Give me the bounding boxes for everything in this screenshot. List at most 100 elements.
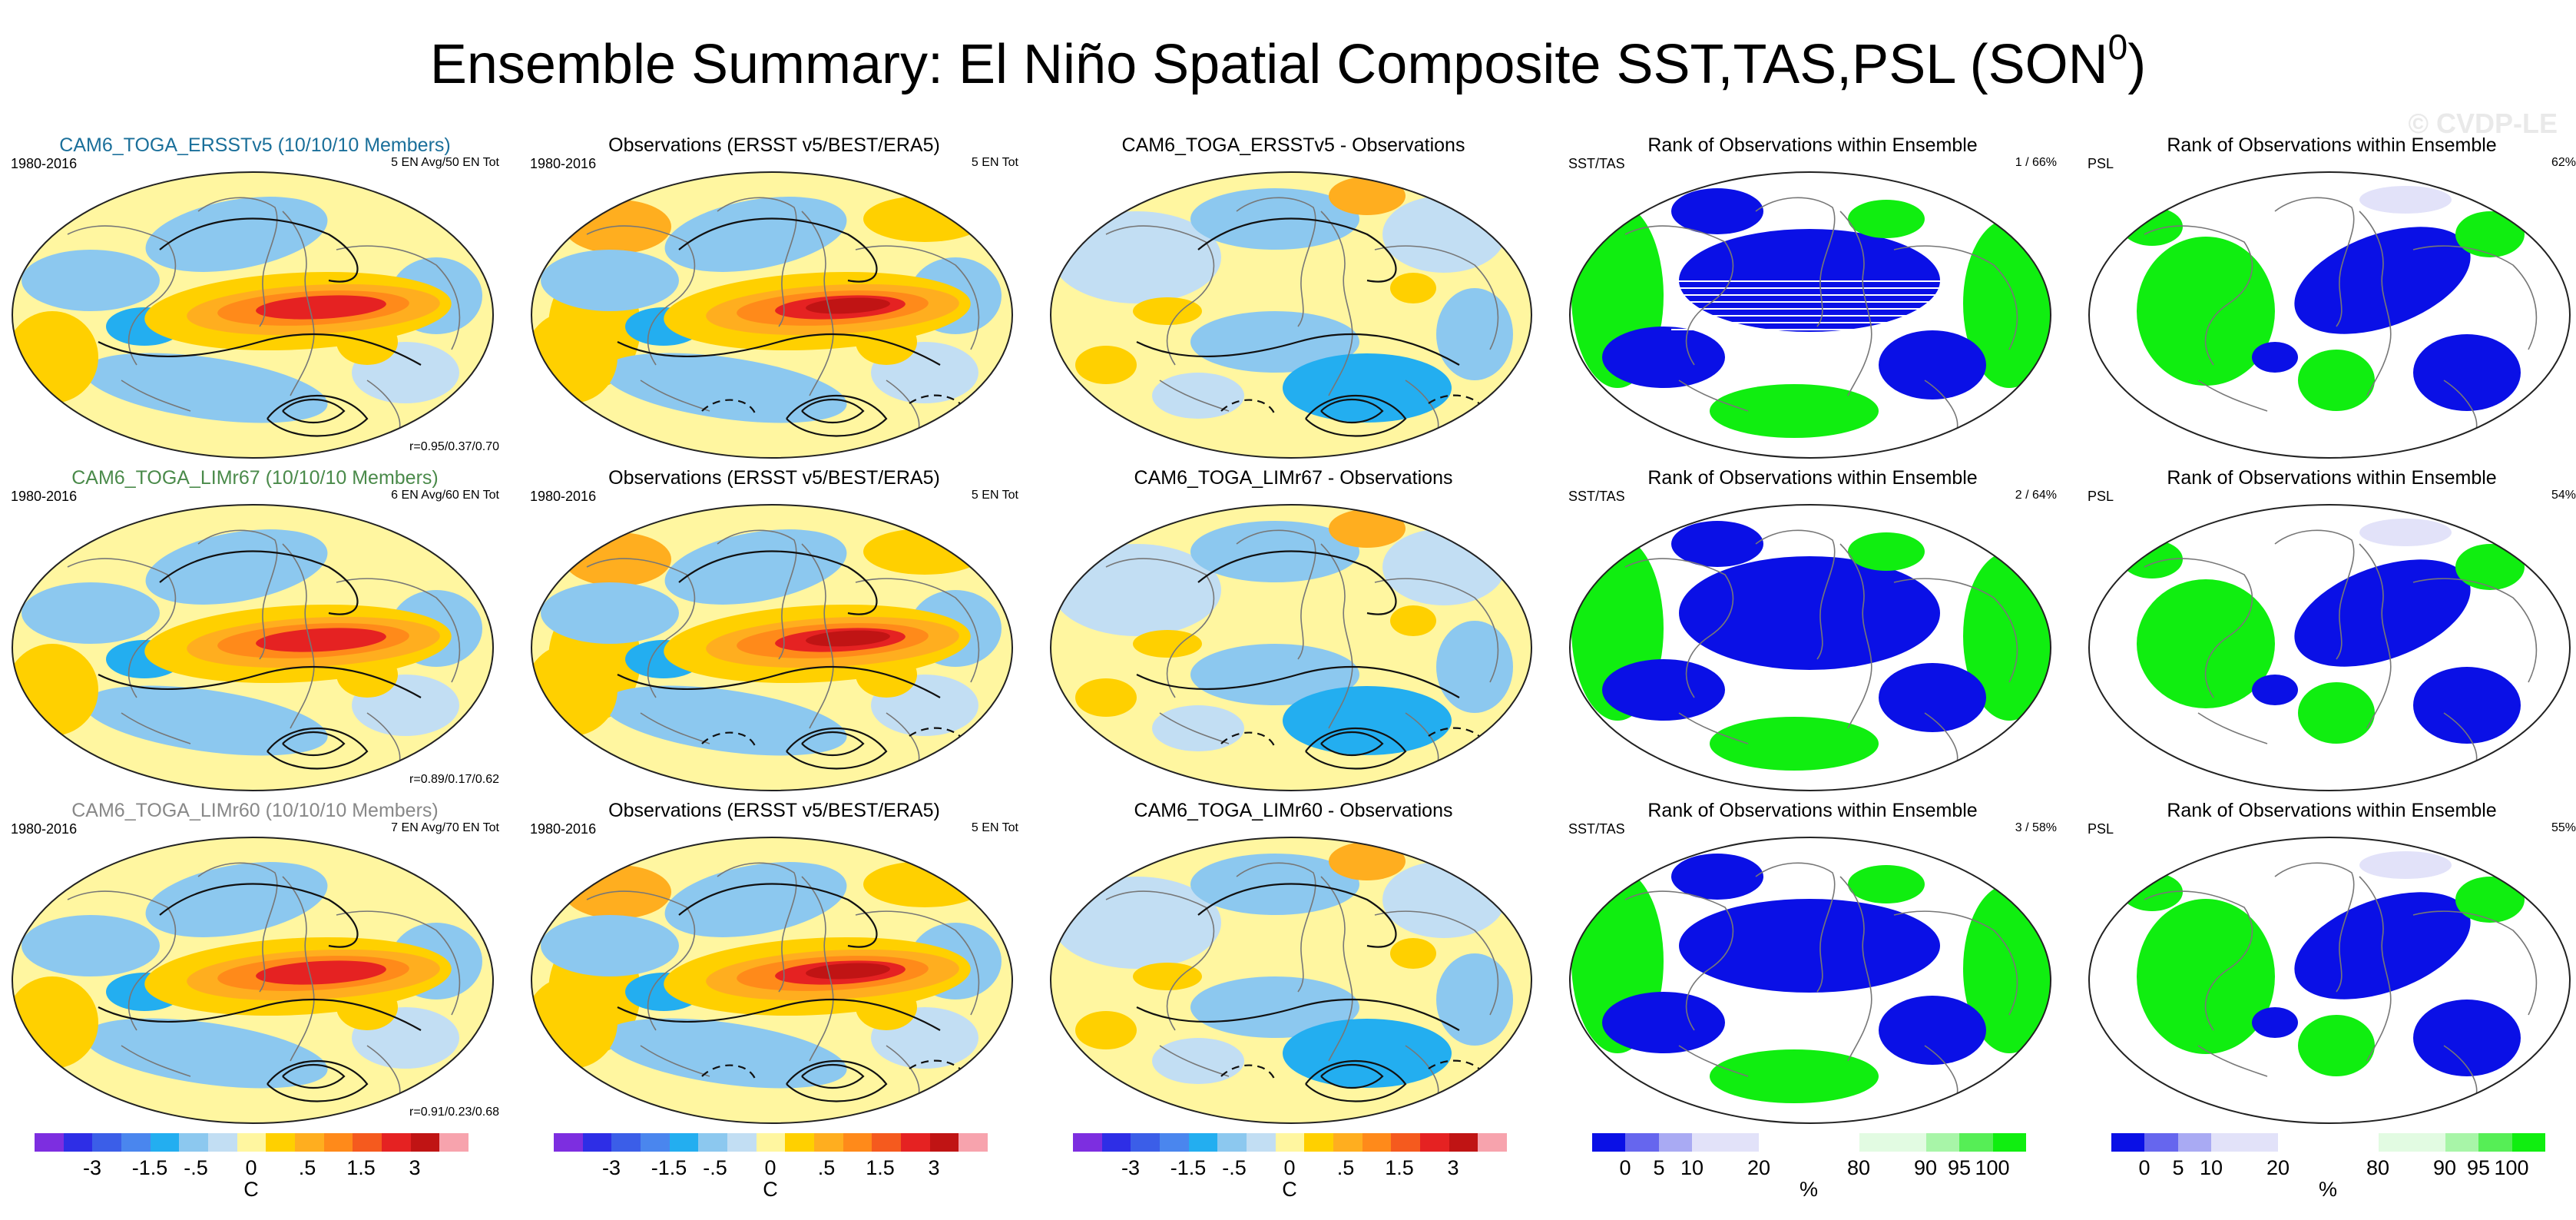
- panel-event-count: 7 EN Avg/70 EN Tot: [391, 821, 499, 834]
- colorbar-swatch: [929, 1133, 959, 1152]
- coastline: [336, 578, 461, 683]
- contour-positive: [98, 665, 422, 698]
- map-diff: [1050, 837, 1532, 1124]
- coastline: [717, 862, 797, 993]
- panel-variable-label: PSL: [2088, 156, 2114, 171]
- low-rank-region: [1671, 188, 1763, 234]
- map-panel-model: CAM6_TOGA_LIMr60 (10/10/10 Members) 1980-…: [6, 800, 504, 1130]
- cool-difference: [1152, 705, 1244, 751]
- colorbar-tick-label: 95: [1947, 1156, 1972, 1179]
- coastline: [640, 1045, 710, 1077]
- colorbar-swatch: [1101, 1133, 1131, 1152]
- coastline: [1236, 862, 1316, 993]
- warm-difference: [1329, 509, 1406, 548]
- map-rank-psl: [2088, 837, 2571, 1124]
- contour-positive: [1320, 1063, 1384, 1089]
- cool-difference: [1436, 621, 1513, 713]
- colorbar-swatch: [727, 1133, 757, 1152]
- coastline: [1893, 578, 2018, 683]
- colorbar: -3 -1.5 -.5 0 .5 1.5 3 C: [1073, 1133, 1508, 1210]
- colorbar-tick-label: -3: [601, 1156, 621, 1179]
- coastline: [197, 529, 278, 660]
- coastline: [640, 380, 710, 412]
- contour-positive: [1197, 217, 1397, 283]
- coastline: [855, 578, 980, 683]
- cool-anomaly: [664, 529, 847, 605]
- contour-positive: [786, 727, 888, 770]
- colorbar-swatch: [611, 1133, 641, 1152]
- panel-rank-percent: 2 / 64%: [2015, 489, 2057, 502]
- colorbar-swatch: [35, 1133, 65, 1152]
- contour-positive: [1320, 398, 1384, 424]
- cool-anomaly: [541, 250, 679, 311]
- map-border: [2088, 837, 2571, 1124]
- colorbar-swatch: [1925, 1133, 1960, 1152]
- near-low-rank-region: [2359, 519, 2452, 546]
- contour-positive: [1305, 394, 1407, 437]
- contour-positive: [801, 731, 865, 757]
- coastline: [67, 890, 177, 1031]
- coastline: [801, 543, 834, 729]
- coastline: [586, 890, 696, 1031]
- coastline: [1624, 890, 1734, 1031]
- stripe-artifact: [1671, 308, 1948, 310]
- colorbar-tick-label: 1.5: [866, 1156, 895, 1179]
- map-rank-psl: [2088, 504, 2571, 791]
- contour-negative: [701, 399, 757, 416]
- warm-anomaly: [863, 529, 986, 575]
- map-panel-model: CAM6_TOGA_LIMr67 (10/10/10 Members) 1980-…: [6, 467, 504, 797]
- coastline: [282, 543, 315, 729]
- cool-anomaly: [22, 915, 160, 976]
- colorbar-tick-label: .5: [817, 1156, 836, 1179]
- coastline: [640, 712, 710, 744]
- contour-positive: [267, 1059, 369, 1102]
- coastline: [2412, 245, 2538, 350]
- contour-positive: [801, 1063, 865, 1089]
- colorbar-tick-label: 20: [1747, 1156, 1771, 1179]
- contour-positive: [98, 333, 422, 366]
- colorbar: -3 -1.5 -.5 0 .5 1.5 3 C: [554, 1133, 988, 1210]
- colorbar-tick-label: 100: [2494, 1156, 2529, 1179]
- coastline: [2359, 876, 2392, 1062]
- high-rank-region: [2455, 877, 2525, 923]
- coastline: [855, 910, 980, 1016]
- coastline: [1839, 543, 1872, 729]
- colorbar-swatch: [323, 1133, 353, 1152]
- colorbar-swatch: [1304, 1133, 1334, 1152]
- cool-difference: [1190, 976, 1359, 1038]
- stripe-artifact: [1671, 294, 1948, 296]
- cool-anomaly: [603, 353, 847, 423]
- contour-positive: [617, 665, 941, 698]
- coastline: [336, 910, 461, 1016]
- panel-title: Observations (ERSST v5/BEST/ERA5): [608, 134, 940, 156]
- contour-positive: [282, 731, 346, 757]
- warm-difference: [1390, 605, 1436, 636]
- colorbar-tick-label: -3: [82, 1156, 102, 1179]
- stripe-artifact: [1671, 329, 1948, 330]
- coastline: [1236, 529, 1316, 660]
- cool-anomaly: [603, 1018, 847, 1089]
- low-rank-region: [1671, 854, 1763, 900]
- panel-title: Rank of Observations within Ensemble: [1647, 800, 1978, 821]
- map-panel-obs: Observations (ERSST v5/BEST/ERA5) 1980-20…: [525, 800, 1023, 1130]
- stripe-artifact: [1671, 287, 1948, 289]
- coastline: [1374, 910, 1499, 1016]
- contour-positive: [159, 883, 359, 948]
- coastline: [586, 558, 696, 698]
- low-rank-region: [1679, 899, 1940, 993]
- coastline: [2144, 225, 2253, 366]
- warm-difference: [1075, 346, 1137, 384]
- coastline: [2144, 558, 2253, 698]
- warm-anomaly: [531, 976, 618, 1069]
- panel-title: Observations (ERSST v5/BEST/ERA5): [608, 467, 940, 489]
- contour-positive: [678, 883, 878, 948]
- colorbar-swatch: [266, 1133, 296, 1152]
- colorbar-swatch: [1625, 1133, 1660, 1152]
- panel-variable-label: PSL: [2088, 821, 2114, 837]
- map-border: [531, 837, 1013, 1124]
- map-obs: [531, 504, 1013, 791]
- colorbar-swatch: [1073, 1133, 1103, 1152]
- panel-rank-percent: 55%: [2551, 821, 2576, 834]
- map-panel-diff: CAM6_TOGA_ERSSTv5 - Observations: [1045, 134, 1542, 465]
- colorbar-swatch: [2278, 1133, 2313, 1152]
